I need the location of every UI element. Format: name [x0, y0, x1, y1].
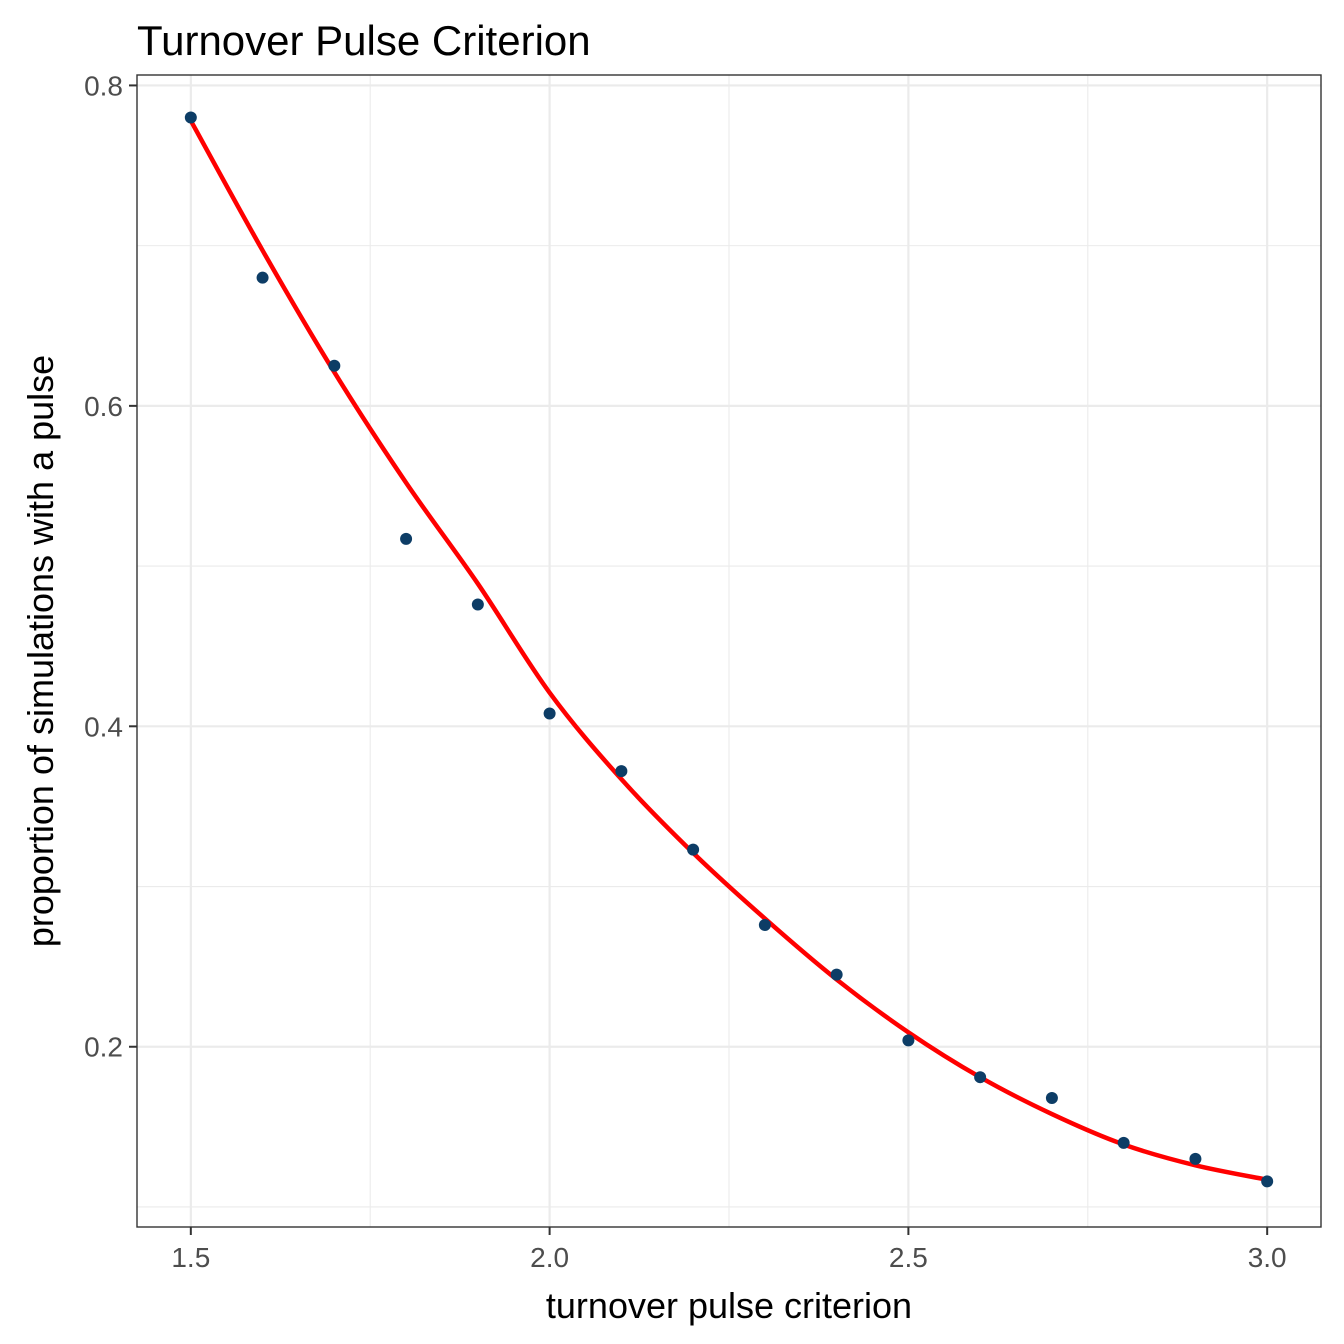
panel-border: [136, 74, 1322, 1228]
data-point: [974, 1071, 987, 1084]
chart-title: Turnover Pulse Criterion: [137, 17, 591, 64]
y-axis-title: proportion of simulations with a pulse: [20, 355, 61, 947]
fit-curve: [188, 118, 1270, 1182]
data-point: [184, 111, 197, 124]
data-point: [830, 968, 843, 981]
x-tick-label: 2.5: [889, 1242, 928, 1273]
axis-ticks: 1.5 2.0 2.5 3.0 0.2 0.4 0.6 0.8: [84, 70, 1287, 1273]
y-tick-label: 0.8: [84, 70, 123, 101]
fit-curve-layer: [188, 118, 1270, 1182]
data-point: [543, 707, 556, 720]
y-tick-label: 0.6: [84, 391, 123, 422]
data-point: [1045, 1092, 1058, 1105]
data-point: [256, 271, 269, 284]
data-point: [328, 359, 341, 372]
y-tick-label: 0.2: [84, 1032, 123, 1063]
data-point: [1117, 1136, 1130, 1149]
y-tick-label: 0.4: [84, 711, 123, 742]
data-point: [471, 598, 484, 611]
data-point: [687, 843, 700, 856]
x-axis-title: turnover pulse criterion: [546, 1285, 912, 1326]
data-points-layer: [184, 111, 1274, 1188]
data-point: [758, 918, 771, 931]
data-point: [615, 765, 628, 778]
data-point: [1261, 1175, 1274, 1188]
data-point: [400, 532, 413, 545]
x-tick-label: 3.0: [1248, 1242, 1287, 1273]
data-point: [1189, 1152, 1202, 1165]
x-tick-label: 2.0: [530, 1242, 569, 1273]
data-point: [902, 1034, 915, 1047]
x-tick-label: 1.5: [171, 1242, 210, 1273]
